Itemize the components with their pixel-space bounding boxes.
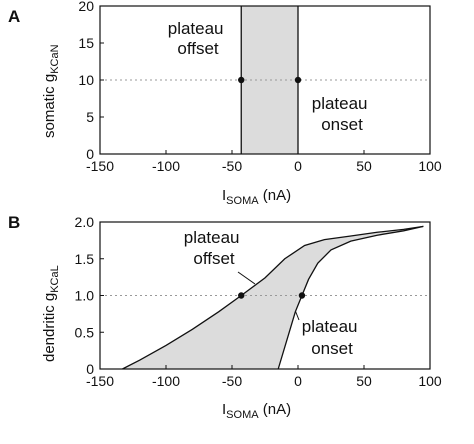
panel-b-xtick-label: 0 bbox=[294, 373, 302, 389]
panel-a-xlabel-sub: SOMA bbox=[226, 195, 259, 207]
panel-b-xlabel-unit: (nA) bbox=[259, 401, 292, 418]
panel-a-onset-line-1: plateau bbox=[312, 94, 368, 113]
panel-b-xlabel-sub: SOMA bbox=[226, 409, 259, 421]
panel-a-offset-line-1: plateau bbox=[168, 19, 224, 38]
panel-b-offset-line-1: plateau bbox=[184, 228, 240, 247]
panel-a-ylabel-sub: KCaN bbox=[49, 44, 61, 73]
panel-b-offset-line-2: offset bbox=[193, 249, 235, 268]
panel-b-onset-line-2: onset bbox=[311, 339, 353, 358]
panel-b-onset-curve bbox=[277, 225, 424, 370]
panel-b-xlabel: ISOMA (nA) bbox=[222, 401, 291, 421]
panel-a-onset-label: plateau onset bbox=[312, 94, 373, 134]
panel-b-ytick-label: 0 bbox=[86, 361, 94, 377]
panel-b-onset-point bbox=[298, 292, 306, 299]
panel-b-ytick-label: 2.0 bbox=[75, 214, 95, 230]
panel-a-xtick-label: 0 bbox=[294, 158, 302, 174]
panel-b-xtick-label: -50 bbox=[222, 373, 242, 389]
panel-a-xlabel: ISOMA (nA) bbox=[222, 187, 291, 207]
panel-b-ytick-label: 1.0 bbox=[75, 288, 95, 304]
panel-a-offset-label: plateau offset bbox=[168, 19, 229, 58]
panel-a-ytick-label: 10 bbox=[78, 72, 94, 88]
panel-a-offset-point bbox=[238, 76, 245, 84]
panel-b-xtick-label: 50 bbox=[356, 373, 372, 389]
panel-a-plot: -150 -100 -50 0 50 100 0 5 10 15 20 bbox=[78, 0, 441, 174]
panel-b-ytick-label: 1.5 bbox=[75, 251, 95, 267]
panel-b-ytick-label: 0.5 bbox=[75, 324, 95, 340]
panel-a-xtick-label: 100 bbox=[418, 158, 442, 174]
panel-b-hysteresis-area bbox=[122, 226, 424, 369]
panel-a-ytick-label: 20 bbox=[78, 0, 94, 14]
panel-b-onset-line-1: plateau bbox=[302, 317, 358, 336]
panel-a-onset-line-2: onset bbox=[321, 115, 363, 134]
panel-a-ytick-label: 15 bbox=[78, 35, 94, 51]
panel-a-ytick-label: 0 bbox=[86, 146, 94, 162]
panel-b-ylabel: dendritic gKCaL bbox=[41, 265, 61, 362]
panel-b-ylabel-sub: KCaL bbox=[49, 265, 61, 293]
panel-b-onset-label: plateau onset bbox=[302, 317, 363, 358]
panel-a-hysteresis-area bbox=[241, 6, 298, 154]
panel-a-xtick-label: -100 bbox=[152, 158, 180, 174]
panel-b-xtick-label: 100 bbox=[418, 373, 442, 389]
panel-b-xlabel-main: I bbox=[222, 401, 226, 418]
panel-a-xlabel-unit: (nA) bbox=[259, 187, 292, 204]
panel-a-ylabel-main: somatic g bbox=[41, 74, 58, 138]
panel-a-xtick-label: -50 bbox=[222, 158, 242, 174]
panel-b-xtick-label: -150 bbox=[86, 373, 114, 389]
panel-a-xtick-label: 50 bbox=[356, 158, 372, 174]
panel-a-xlabel-main: I bbox=[222, 187, 226, 204]
panel-b-offset-label: plateau offset bbox=[184, 228, 245, 268]
panel-label-b: B bbox=[8, 213, 20, 232]
panel-b-offset-point bbox=[238, 292, 245, 299]
panel-a-ytick-label: 5 bbox=[86, 109, 94, 125]
panel-b-ylabel-main: dendritic g bbox=[41, 293, 58, 362]
panel-b-xtick-label: -100 bbox=[152, 373, 180, 389]
panel-label-a: A bbox=[8, 7, 20, 26]
panel-a-xtick-label: -150 bbox=[86, 158, 114, 174]
panel-b-offset-leader bbox=[237, 271, 256, 285]
panel-a-onset-point bbox=[294, 76, 302, 84]
panel-b-offset-curve bbox=[122, 225, 424, 370]
panel-b-plot: -150 -100 -50 0 50 100 0 0.5 1.0 1.5 2.0 bbox=[75, 214, 442, 389]
panel-a-offset-line-2: offset bbox=[177, 39, 219, 58]
panel-a-ylabel: somatic gKCaN bbox=[41, 44, 61, 138]
